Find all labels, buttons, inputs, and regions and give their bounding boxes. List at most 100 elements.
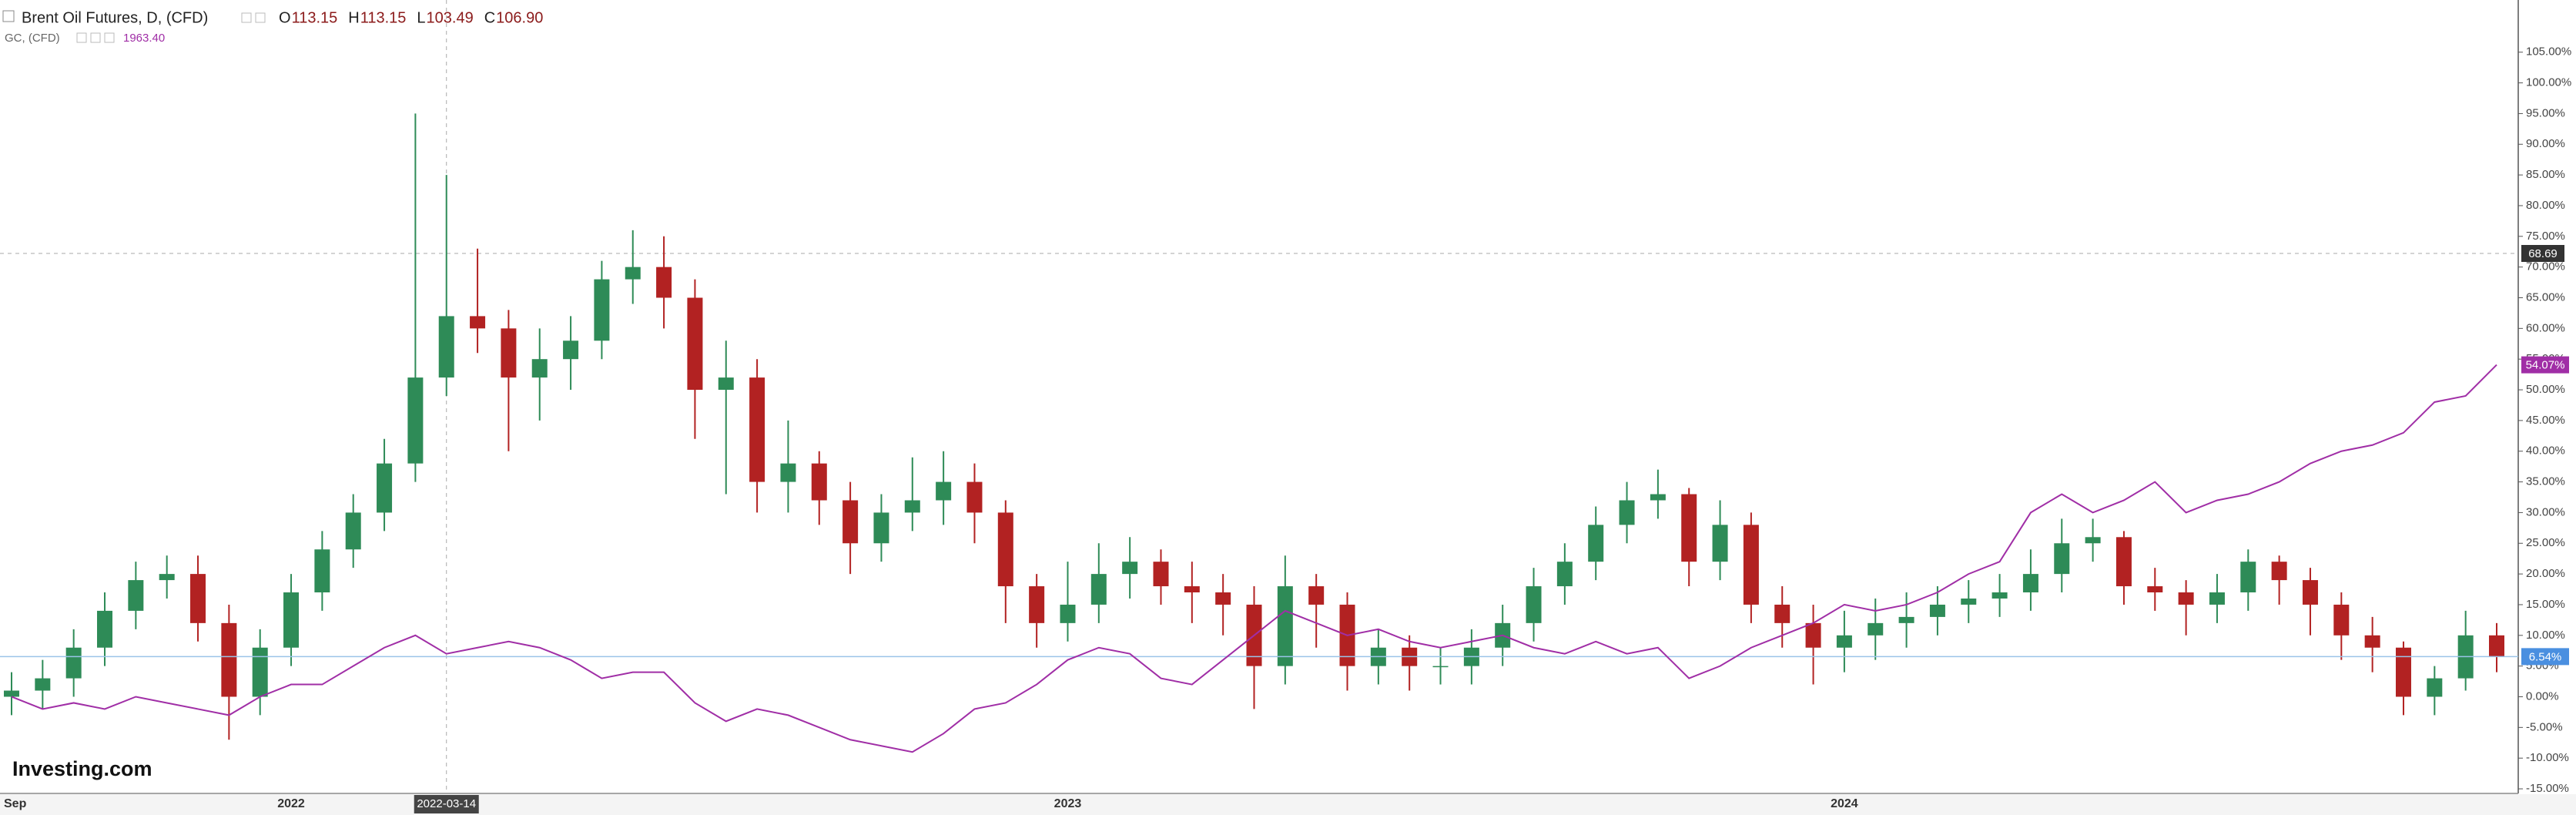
y-tick-label: 60.00%	[2526, 321, 2565, 334]
y-tick-label: 50.00%	[2526, 383, 2565, 396]
candle-body	[2489, 635, 2504, 657]
candle-body	[407, 377, 424, 464]
hide-icon[interactable]	[90, 32, 101, 43]
candle-body	[811, 463, 827, 501]
candle-body	[1774, 604, 1790, 623]
candle-body	[936, 481, 952, 501]
settings-icon[interactable]	[241, 12, 252, 23]
candle-body	[377, 463, 393, 513]
candle-body	[97, 610, 113, 648]
candle-body	[1432, 666, 1449, 668]
ohlc-value: 113.15	[360, 9, 407, 26]
y-tick-label: -15.00%	[2526, 782, 2569, 795]
candle-body	[1929, 604, 1945, 617]
y-tick-label: 75.00%	[2526, 230, 2565, 243]
candle-body	[594, 279, 610, 341]
candle-body	[190, 574, 206, 623]
y-tick-label: 85.00%	[2526, 168, 2565, 181]
candle-body	[2085, 537, 2101, 544]
last-value-label: 54.07%	[2526, 359, 2565, 372]
x-tick-label: Sep	[4, 797, 27, 810]
candle-body	[1277, 586, 1293, 666]
candle-body	[1898, 616, 1914, 623]
candle-body	[345, 512, 361, 550]
x-tick-label: 2022	[277, 797, 305, 810]
candle-body	[252, 647, 268, 697]
candle-body	[1060, 604, 1076, 623]
logo: Investing.com	[12, 757, 152, 780]
last-value-box	[2521, 356, 2569, 374]
candle-body	[1588, 525, 1604, 562]
x-tick-label: 2024	[1831, 797, 1858, 810]
candle-body	[842, 500, 859, 544]
candle-body	[1308, 586, 1325, 605]
legend-gc: GC, (CFD)	[5, 32, 60, 45]
candle-body	[1090, 574, 1107, 605]
x-axis-band	[0, 794, 2576, 815]
y-tick-label: 0.00%	[2526, 689, 2559, 703]
candle-body	[1619, 500, 1635, 525]
candle-body	[1184, 586, 1200, 593]
y-tick-label: 105.00%	[2526, 45, 2571, 59]
crosshair-date-box	[414, 795, 479, 813]
candle-body	[2427, 678, 2443, 697]
candle-body	[283, 592, 300, 648]
candle-body	[65, 647, 82, 679]
last-value-label: 6.54%	[2529, 650, 2562, 663]
candle-body	[718, 377, 734, 391]
candle-body	[1743, 525, 1759, 605]
candle-body	[2178, 592, 2194, 605]
settings-icon[interactable]	[76, 32, 87, 43]
candle-body	[128, 580, 144, 611]
candle-body	[780, 463, 796, 482]
x-tick-label: 2022-03-14	[417, 797, 476, 810]
candle-body	[2209, 592, 2225, 605]
candle-body	[501, 328, 517, 378]
candle-body	[2022, 574, 2038, 593]
legend-gc-price: 1963.40	[123, 32, 165, 45]
candle-body	[687, 297, 703, 391]
close-icon[interactable]	[255, 12, 266, 23]
candle-body	[2333, 604, 2350, 636]
collapse-icon[interactable]	[2, 10, 15, 22]
ohlc-value: 103.49	[427, 9, 474, 26]
y-tick-label: 100.00%	[2526, 76, 2571, 89]
y-tick-label: 90.00%	[2526, 137, 2565, 150]
ohlc-label: L	[417, 9, 425, 26]
candle-body	[1991, 592, 2008, 599]
y-tick-label: 40.00%	[2526, 444, 2565, 458]
ohlc-label: H	[348, 9, 359, 26]
last-value-box	[2521, 648, 2569, 666]
ohlc-value: 106.90	[496, 9, 543, 26]
y-tick-label: -10.00%	[2526, 751, 2569, 764]
y-tick-label: 45.00%	[2526, 414, 2565, 427]
candle-body	[1961, 598, 1977, 605]
candle-body	[1153, 562, 1169, 587]
candle-body	[159, 574, 175, 581]
candle-body	[1556, 562, 1573, 587]
candle-body	[873, 512, 889, 544]
candle-body	[2054, 543, 2070, 575]
candle-body	[35, 678, 51, 691]
y-tick-label: 70.00%	[2526, 260, 2565, 273]
gold-line	[11, 364, 2497, 753]
y-tick-label: 65.00%	[2526, 290, 2565, 304]
candle-body	[1681, 494, 1697, 562]
close-icon[interactable]	[104, 32, 115, 43]
candle-body	[1650, 494, 1666, 501]
candle-body	[221, 622, 237, 697]
candle-body	[1526, 586, 1542, 623]
y-tick-label: 20.00%	[2526, 567, 2565, 580]
candle-body	[2364, 635, 2380, 648]
candle-body	[2395, 647, 2411, 697]
candle-body	[904, 500, 920, 513]
candle-body	[1868, 622, 1884, 636]
candle-body	[1836, 635, 1852, 648]
candle-body	[1805, 622, 1821, 648]
y-tick-label: 35.00%	[2526, 475, 2565, 488]
ohlc-label: C	[484, 9, 495, 26]
y-tick-label: 15.00%	[2526, 598, 2565, 611]
candle-body	[531, 359, 548, 378]
